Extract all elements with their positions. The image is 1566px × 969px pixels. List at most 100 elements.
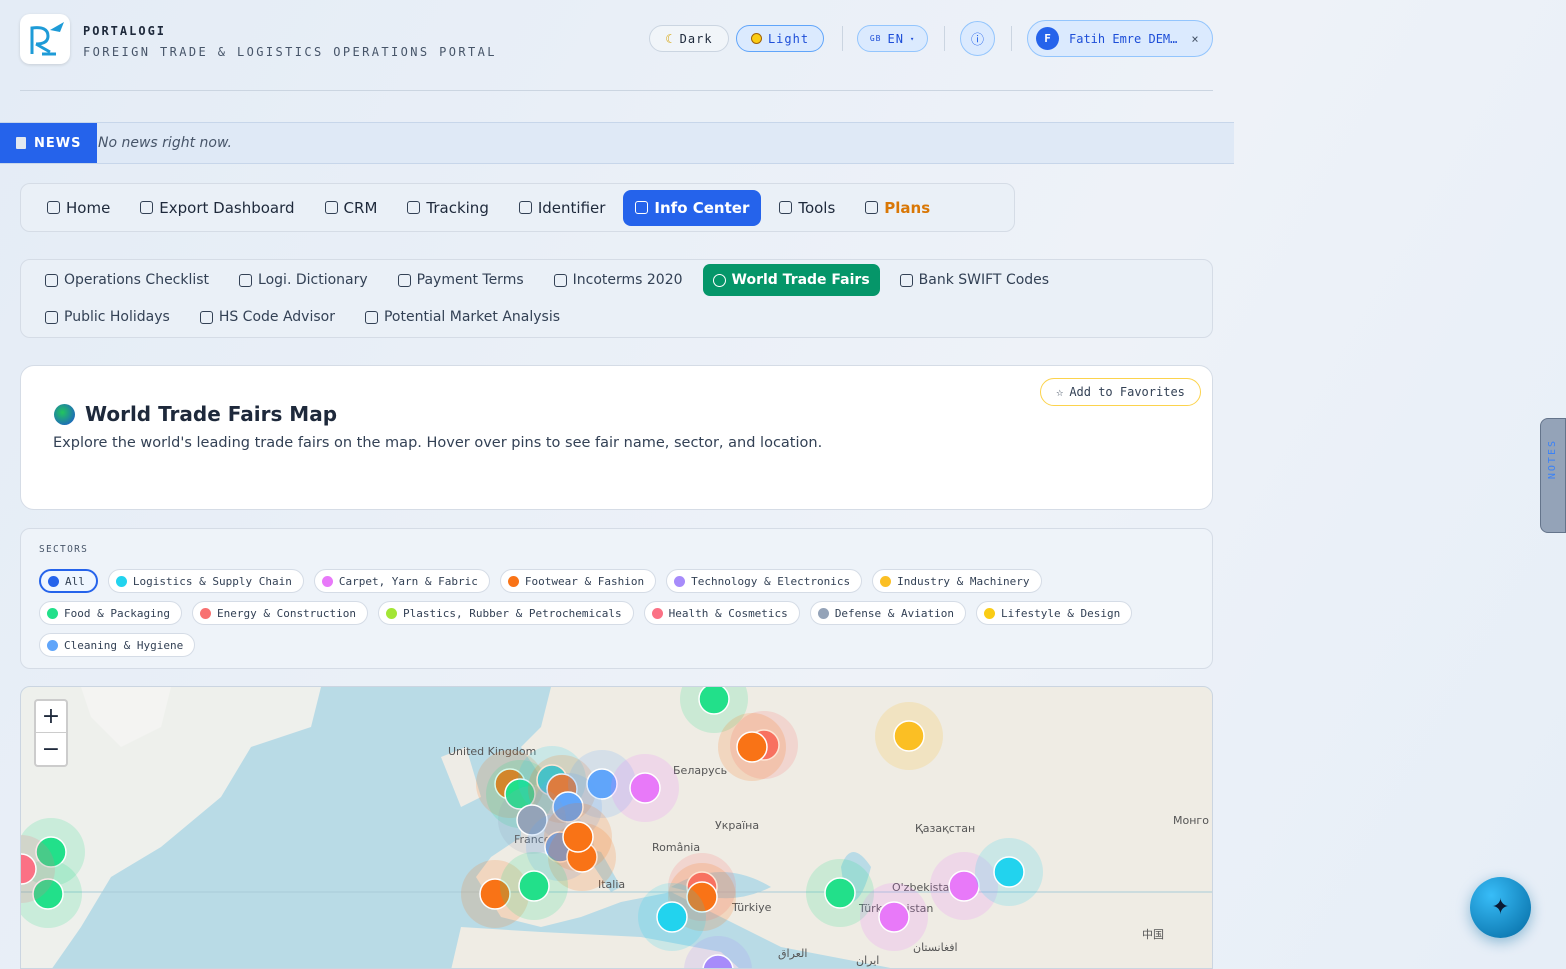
fair-pin[interactable] xyxy=(656,901,688,933)
sub-nav-item[interactable]: HS Code Advisor xyxy=(190,301,345,333)
sub-nav-label: Operations Checklist xyxy=(64,272,210,288)
card-title-text: World Trade Fairs Map xyxy=(85,402,338,426)
nav-icon xyxy=(47,201,60,214)
fair-pin[interactable] xyxy=(993,856,1025,888)
map[interactable]: United Kingdom Беларусь Україна Қазақстан Мо… xyxy=(20,686,1213,969)
map-label: Монго xyxy=(1173,814,1209,827)
main-nav-item[interactable]: Plans xyxy=(853,190,942,226)
fair-pin[interactable] xyxy=(893,720,925,752)
sector-chip[interactable]: Food & Packaging xyxy=(39,601,182,625)
info-button[interactable]: ⓘ xyxy=(960,21,995,56)
card-description: Explore the world's leading trade fairs … xyxy=(53,435,823,451)
fair-pin[interactable] xyxy=(516,804,548,836)
fair-pin[interactable] xyxy=(686,881,718,913)
sub-nav-item[interactable]: Potential Market Analysis xyxy=(355,301,570,333)
zoom-out[interactable]: − xyxy=(41,736,61,762)
news-label-text: NEWS xyxy=(34,135,82,151)
main-nav-item[interactable]: Identifier xyxy=(507,190,618,226)
main-nav-item[interactable]: Home xyxy=(35,190,122,226)
fair-pin[interactable] xyxy=(824,877,856,909)
sector-name: Technology & Electronics xyxy=(691,574,851,588)
sector-name: Lifestyle & Design xyxy=(1001,606,1121,620)
fair-pin[interactable] xyxy=(35,836,67,868)
sector-name: Carpet, Yarn & Fabric xyxy=(338,574,478,588)
sector-filter: SECTORS All Logistics & Supply Chain Carpe… xyxy=(20,528,1213,669)
sector-chip[interactable]: Plastics, Rubber & Petrochemicals xyxy=(378,601,634,625)
zoom-in[interactable]: + xyxy=(36,701,66,733)
sub-nav-item[interactable]: Operations Checklist xyxy=(35,264,219,296)
nav-icon xyxy=(518,201,532,214)
sector-chip[interactable]: Energy & Construction xyxy=(191,601,369,625)
main-nav-item[interactable]: CRM xyxy=(313,190,390,226)
sector-chip[interactable]: Cleaning & Hygiene xyxy=(39,633,196,657)
fair-pin[interactable] xyxy=(586,768,618,800)
sector-dot xyxy=(880,575,892,587)
main-nav-item[interactable]: Tracking xyxy=(395,190,500,226)
sector-dot xyxy=(199,607,211,619)
language-select[interactable]: GB EN ▾ xyxy=(857,25,928,52)
fair-pin[interactable] xyxy=(698,687,730,715)
sector-label: SECTORS xyxy=(39,544,89,555)
sub-nav-item[interactable]: World Trade Fairs xyxy=(702,264,880,296)
sector-chip[interactable]: Footwear & Fashion xyxy=(499,569,657,593)
news-label: NEWS xyxy=(0,123,97,163)
sector-chip[interactable]: Health & Cosmetics xyxy=(643,601,800,625)
sector-dot xyxy=(507,575,519,587)
sub-nav-item[interactable]: Bank SWIFT Codes xyxy=(890,264,1059,296)
fair-pin[interactable] xyxy=(32,878,64,910)
map-label: Italia xyxy=(598,878,625,891)
sector-dot xyxy=(321,575,333,587)
user-close[interactable]: × xyxy=(1191,31,1199,46)
fair-pin[interactable] xyxy=(736,731,768,763)
main-nav-item[interactable]: Tools xyxy=(767,190,847,226)
main-nav-label: CRM xyxy=(343,198,378,217)
sub-nav-item[interactable]: Incoterms 2020 xyxy=(544,264,693,296)
main-nav: Home Export Dashboard CRM Tracking Identifie… xyxy=(20,183,1015,232)
sub-nav-item[interactable]: Payment Terms xyxy=(388,264,534,296)
fair-pin[interactable] xyxy=(504,778,536,810)
fair-pin[interactable] xyxy=(562,821,594,853)
sector-chip[interactable]: Lifestyle & Design xyxy=(976,601,1133,625)
notes-tab[interactable]: NOTES xyxy=(1540,418,1566,533)
sub-nav-label: Payment Terms xyxy=(416,272,524,288)
fair-pin[interactable] xyxy=(629,772,661,804)
sector-chip[interactable]: Defense & Aviation xyxy=(809,601,967,625)
nav-icon xyxy=(899,273,913,287)
brand-subtitle: FOREIGN TRADE & LOGISTICS OPERATIONS POR… xyxy=(83,45,497,59)
sub-nav-item[interactable]: Public Holidays xyxy=(35,301,180,333)
fair-pin[interactable] xyxy=(878,901,910,933)
user-menu[interactable]: F Fatih Emre DEM… × xyxy=(1027,20,1213,57)
sector-chip[interactable]: Industry & Machinery xyxy=(872,569,1042,593)
map-canvas: United Kingdom Беларусь Україна Қазақстан Мо… xyxy=(21,687,1212,969)
nav-icon xyxy=(779,201,793,214)
sector-chip[interactable]: All xyxy=(39,569,98,593)
logo[interactable] xyxy=(20,14,70,64)
sub-nav-label: Incoterms 2020 xyxy=(572,272,683,288)
theme-dark[interactable]: ☾ Dark xyxy=(649,25,729,52)
fair-pin[interactable] xyxy=(702,954,734,969)
favorite-label: Add to Favorites xyxy=(1069,385,1185,399)
fair-pin[interactable] xyxy=(552,791,584,823)
divider xyxy=(842,26,843,51)
sector-chip[interactable]: Carpet, Yarn & Fabric xyxy=(313,569,490,593)
sector-dot xyxy=(651,607,663,619)
map-label: العراق xyxy=(778,947,807,960)
main-nav-item[interactable]: Info Center xyxy=(623,189,762,226)
main-nav-label: Export Dashboard xyxy=(159,198,295,217)
fair-pin[interactable] xyxy=(479,878,511,910)
assistant-button[interactable]: ✦ xyxy=(1470,877,1531,938)
favorite-button[interactable]: ☆ Add to Favorites xyxy=(1040,378,1201,406)
lang-label: EN xyxy=(887,31,904,46)
sector-chip[interactable]: Technology & Electronics xyxy=(666,569,863,593)
sub-nav-label: Public Holidays xyxy=(64,309,170,325)
main-nav-item[interactable]: Export Dashboard xyxy=(128,190,306,226)
nav-icon xyxy=(45,310,58,324)
sub-nav-item[interactable]: Logi. Dictionary xyxy=(229,264,378,296)
theme-light[interactable]: Light xyxy=(736,25,824,52)
nav-icon xyxy=(140,201,154,214)
map-label: 中国 xyxy=(1142,928,1164,941)
sector-chip[interactable]: Logistics & Supply Chain xyxy=(107,569,304,593)
fair-pin[interactable] xyxy=(948,870,980,902)
fair-pin[interactable] xyxy=(21,853,37,885)
fair-pin[interactable] xyxy=(518,870,550,902)
